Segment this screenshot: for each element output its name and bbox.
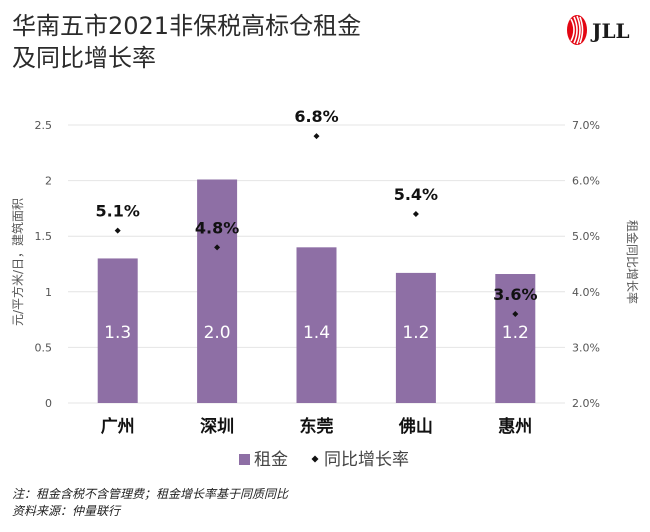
y-tick-label: 0.5 <box>35 341 53 354</box>
growth-labels: 5.1% 4.8% 6.8% 5.4% 3.6% <box>96 107 538 304</box>
y-tick-label: 2.5 <box>35 119 53 132</box>
y2-axis-label: 租金同比增长率 <box>625 220 640 304</box>
x-tick-label: 惠州 <box>498 416 532 437</box>
bar-广州 <box>97 258 138 403</box>
x-tick-label: 广州 <box>101 416 135 437</box>
bar-佛山 <box>395 272 436 403</box>
jll-swirl-icon <box>567 15 587 45</box>
chart-title-line2: 及同比增长率 <box>12 44 156 72</box>
growth-value-label: 5.4% <box>394 185 438 204</box>
y-tick-label: 2 <box>45 175 52 188</box>
growth-points <box>114 133 519 318</box>
growth-value-label: 3.6% <box>493 285 537 304</box>
y-tick-labels: 0 0.5 1 1.5 2 2.5 <box>35 119 53 410</box>
jll-logo: JLL <box>566 14 646 48</box>
y-axis-label: 元/平方米/日，建筑面积 <box>10 198 25 326</box>
x-tick-labels: 广州 深圳 东莞 佛山 惠州 <box>101 416 533 437</box>
y2-tick-labels: 2.0% 3.0% 4.0% 5.0% 6.0% 7.0% <box>572 119 600 410</box>
y2-tick-label: 2.0% <box>572 397 600 410</box>
y2-tick-label: 7.0% <box>572 119 600 132</box>
jll-logo-text: JLL <box>592 19 630 43</box>
legend-swatch-rent <box>239 454 250 465</box>
y2-tick-label: 4.0% <box>572 286 600 299</box>
chart-title: 华南五市2021非保税高标仓租金 及同比增长率 <box>12 10 532 74</box>
bar-value-label: 1.3 <box>104 323 131 343</box>
bar-惠州 <box>495 274 536 403</box>
growth-point <box>214 244 221 251</box>
chart-title-line1: 华南五市2021非保税高标仓租金 <box>12 12 362 40</box>
y-tick-label: 0 <box>45 397 52 410</box>
x-tick-label: 东莞 <box>300 416 334 437</box>
growth-point <box>313 133 320 140</box>
growth-value-label: 6.8% <box>294 107 338 126</box>
growth-value-label: 4.8% <box>195 218 239 237</box>
bar-value-label: 1.2 <box>402 323 429 343</box>
bar-labels: 1.3 2.0 1.4 1.2 1.2 <box>104 323 529 343</box>
legend-label-growth: 同比增长率 <box>324 450 409 470</box>
growth-point <box>114 227 121 234</box>
bar-深圳 <box>197 179 238 403</box>
x-tick-label: 深圳 <box>200 416 234 437</box>
footnote-source: 资料来源：仲量联行 <box>12 504 121 518</box>
legend-label-rent: 租金 <box>254 450 288 470</box>
y2-tick-label: 6.0% <box>572 175 600 188</box>
y2-tick-label: 3.0% <box>572 341 600 354</box>
footnote-note: 注：租金含税不含管理费；租金增长率基于同质同比 <box>12 487 289 501</box>
growth-point <box>412 210 419 217</box>
y2-tick-label: 5.0% <box>572 230 600 243</box>
legend-marker-growth <box>311 455 319 463</box>
bar-value-label: 2.0 <box>204 323 231 343</box>
x-tick-label: 佛山 <box>398 416 433 437</box>
y-tick-label: 1 <box>45 286 52 299</box>
footnote: 注：租金含税不含管理费；租金增长率基于同质同比 资料来源：仲量联行 <box>12 486 288 520</box>
bar-东莞 <box>296 247 337 403</box>
bar-value-label: 1.4 <box>303 323 330 343</box>
legend: 租金 同比增长率 <box>239 450 409 470</box>
y-tick-label: 1.5 <box>35 230 53 243</box>
growth-point <box>512 311 519 318</box>
bar-value-label: 1.2 <box>502 323 529 343</box>
bars <box>97 179 536 403</box>
growth-value-label: 5.1% <box>96 202 140 221</box>
